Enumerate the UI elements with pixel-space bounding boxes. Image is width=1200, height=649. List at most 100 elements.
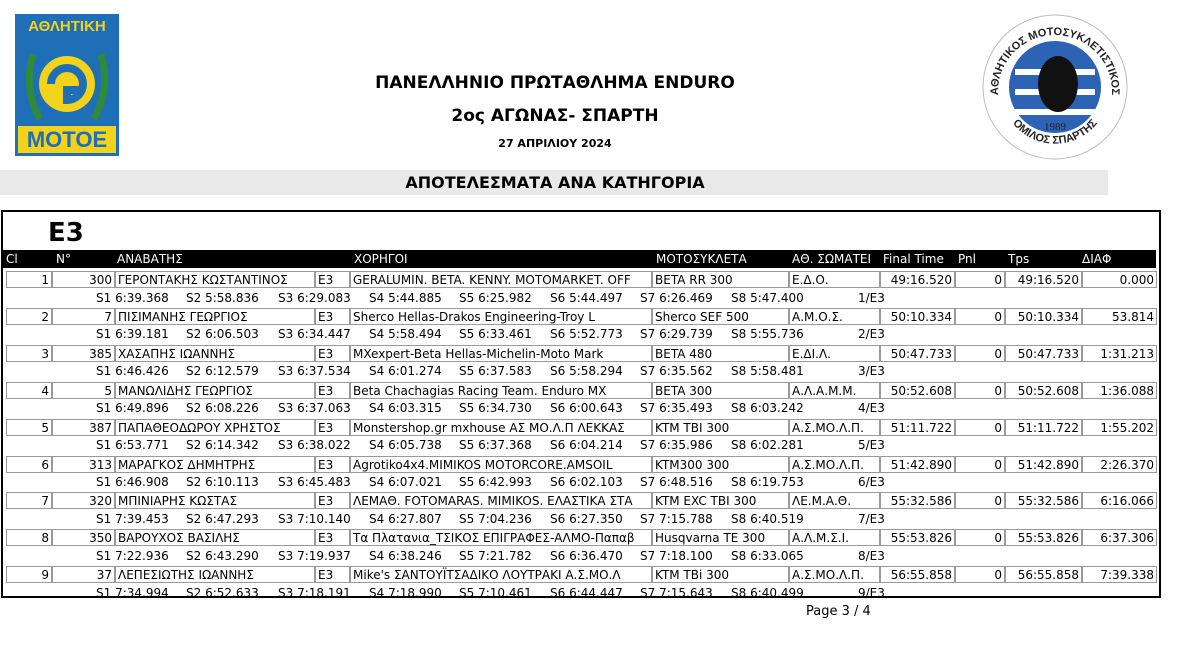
split-time: S8 5:47.400 — [731, 290, 804, 305]
bike-number: 313 — [52, 455, 115, 473]
column-header: Final Time — [883, 252, 944, 266]
column-header: Tps — [1008, 252, 1030, 266]
final-time: 50:47.733 — [880, 344, 955, 362]
rank: 7 — [6, 492, 52, 510]
total-time: 50:47.733 — [1005, 344, 1082, 362]
column-header: ΔΙΑΦ — [1082, 252, 1112, 266]
split-time: S4 7:18.990 — [369, 585, 442, 600]
section-title: ΑΠΟΤΕΛΕΣΜΑΤΑ ΑΝΑ ΚΑΤΗΓΟΡΙΑ — [405, 173, 705, 192]
total-time: 49:16.520 — [1005, 271, 1082, 288]
split-time: S7 6:29.739 — [640, 327, 713, 342]
motorcycle: KTM300 300 — [652, 455, 789, 473]
split-time: S1 6:46.908 — [96, 475, 169, 489]
split-time: S4 5:58.494 — [369, 327, 442, 342]
bike-number: 5 — [52, 381, 115, 399]
rider-name: ΛΕΠΕΣΙΩΤΗΣ ΙΩΑΝΝΗΣ — [115, 566, 315, 584]
column-header: Pnl — [958, 252, 976, 266]
sponsors: MXexpert-Beta Hellas-Michelin-Moto Mark — [350, 344, 652, 362]
motorcycle: BETA RR 300 — [652, 271, 789, 288]
bike-number: 385 — [52, 344, 115, 362]
split-time: S8 6:02.281 — [731, 438, 804, 453]
penalty: 0 — [955, 492, 1005, 510]
total-time: 56:55.858 — [1005, 566, 1082, 584]
final-time: 55:53.826 — [880, 529, 955, 547]
split-time: S8 6:19.753 — [731, 475, 804, 489]
sponsors: Beta Chachagias Racing Team. Enduro MX — [350, 381, 652, 399]
split-time: S8 6:33.065 — [731, 548, 804, 563]
split-time: S4 5:44.885 — [369, 290, 442, 305]
sponsors: Monstershop.gr mxhouse ΑΣ ΜΟ.Λ.Π ΛΕΚΚΑΣ — [350, 418, 652, 436]
page-number: Page 3 / 4 — [806, 604, 871, 619]
split-time: S6 5:44.497 — [550, 290, 623, 305]
rank: 3 — [6, 344, 52, 362]
rider-name: ΠΙΣΙΜΑΝΗΣ ΓΕΩΡΓΙΟΣ — [115, 307, 315, 325]
split-time: S1 7:22.936 — [96, 548, 169, 563]
subtitle: 2ος ΑΓΩΝΑΣ- ΣΠΑΡΤΗ — [451, 106, 659, 126]
gap: 1:55.202 — [1082, 418, 1157, 436]
split-time: S1 7:39.453 — [96, 511, 169, 526]
category-title: E3 — [48, 218, 84, 248]
motorcycle: BETA 480 — [652, 344, 789, 362]
split-time: S7 6:35.986 — [640, 438, 713, 453]
split-time: S6 6:36.470 — [550, 548, 623, 563]
split-time: S4 6:38.246 — [369, 548, 442, 563]
split-time: S6 6:44.447 — [550, 585, 623, 600]
total-time: 55:32.586 — [1005, 492, 1082, 510]
logo-bottom-text: MOTOE — [27, 127, 107, 152]
final-time: 49:16.520 — [880, 271, 955, 288]
split-time: S7 7:15.788 — [640, 511, 713, 526]
split-time: S7 7:15.643 — [640, 585, 713, 600]
motorcycle: Sherco SEF 500 — [652, 307, 789, 325]
split-time: S8 5:58.481 — [731, 364, 804, 379]
split-time: S7 7:18.100 — [640, 548, 713, 563]
split-time: S5 7:04.236 — [459, 511, 532, 526]
split-time: S1 6:53.771 — [96, 438, 169, 453]
split-time: S8 6:03.242 — [731, 401, 804, 416]
split-time: S6 6:02.103 — [550, 475, 623, 489]
gap: 6:16.066 — [1082, 492, 1157, 510]
bike-number: 7 — [52, 307, 115, 325]
rank: 8 — [6, 529, 52, 547]
column-header-band — [3, 250, 1156, 268]
logo-year: 1989 — [1044, 121, 1067, 133]
column-header: ΧΟΡΗΓΟΙ — [354, 252, 408, 266]
split-time: S5 7:21.782 — [459, 548, 532, 563]
bike-number: 300 — [52, 271, 115, 288]
split-time: S8 5:55.736 — [731, 327, 804, 342]
split-time: S3 6:45.483 — [278, 475, 351, 489]
motorcycle: BETA 300 — [652, 381, 789, 399]
gap: 0.000 — [1082, 271, 1157, 288]
split-time: S5 6:42.993 — [459, 475, 532, 489]
split-time: S3 6:29.083 — [278, 290, 351, 305]
split-time: S1 6:46.426 — [96, 364, 169, 379]
rider-name: ΧΑΣΑΠΗΣ ΙΩΑΝΝΗΣ — [115, 344, 315, 362]
split-time: S1 7:34.994 — [96, 585, 169, 600]
split-time: S8 6:40.519 — [731, 511, 804, 526]
penalty: 0 — [955, 455, 1005, 473]
split-time: S3 6:37.534 — [278, 364, 351, 379]
bike-number: 350 — [52, 529, 115, 547]
gap: 6:37.306 — [1082, 529, 1157, 547]
total-time: 51:42.890 — [1005, 455, 1082, 473]
split-time: S2 6:43.290 — [186, 548, 259, 563]
split-time: S1 6:39.368 — [96, 290, 169, 305]
class: E3 — [315, 344, 350, 362]
total-time: 50:52.608 — [1005, 381, 1082, 399]
final-time: 51:11.722 — [880, 418, 955, 436]
class: E3 — [315, 455, 350, 473]
left-logo: ΑΘΛΗΤΙΚΗ MOTOE — [15, 14, 119, 156]
split-time: S5 6:37.368 — [459, 438, 532, 453]
gap: 2:26.370 — [1082, 455, 1157, 473]
class-position: 9/E3 — [858, 585, 885, 600]
penalty: 0 — [955, 344, 1005, 362]
split-time: S3 7:18.191 — [278, 585, 351, 600]
split-time: S7 6:35.562 — [640, 364, 713, 379]
split-time: S3 7:19.937 — [278, 548, 351, 563]
gap: 7:39.338 — [1082, 566, 1157, 584]
class-position: 6/E3 — [858, 475, 885, 489]
club: Α.Σ.ΜΟ.Λ.Π. — [789, 455, 880, 473]
class-position: 5/E3 — [858, 438, 885, 453]
total-time: 55:53.826 — [1005, 529, 1082, 547]
class: E3 — [315, 271, 350, 288]
class-position: 8/E3 — [858, 548, 885, 563]
